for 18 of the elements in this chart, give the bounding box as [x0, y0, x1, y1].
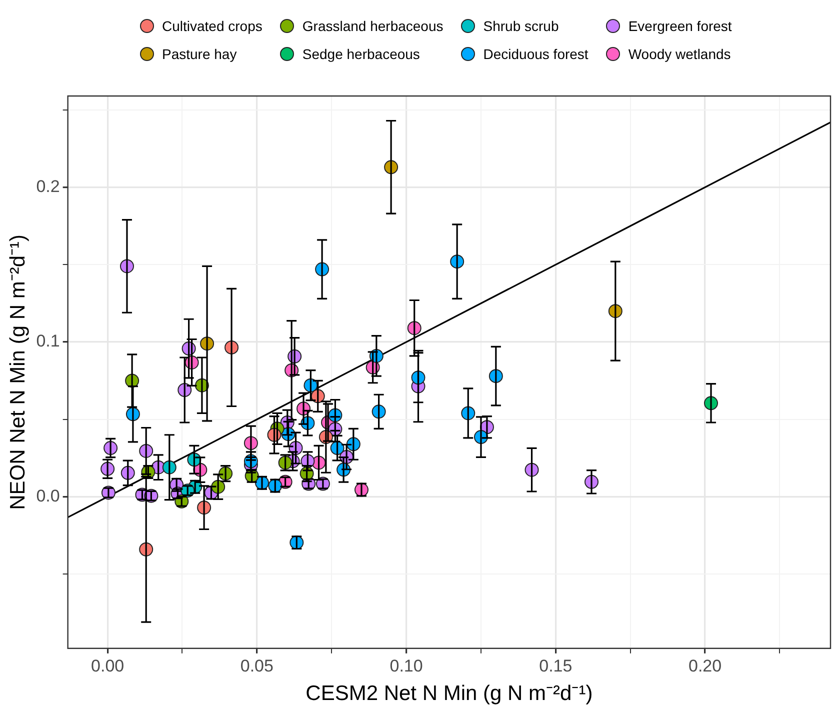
x-tick-label: 0.10: [390, 656, 423, 676]
x-axis-title: CESM2 Net N Min (g N m⁻²d⁻¹): [306, 682, 593, 706]
y-tick-label: 0.0: [36, 486, 60, 506]
x-tick-label: 0.15: [539, 656, 572, 676]
x-tick-label: 0.20: [688, 656, 722, 676]
legend-label: Pasture hay: [162, 46, 237, 62]
legend-label: Woody wetlands: [628, 46, 731, 62]
x-tick-label: 0.05: [240, 656, 274, 676]
legend-label: Sedge herbaceous: [302, 46, 420, 62]
legend-label: Shrub scrub: [483, 18, 559, 34]
y-tick-label: 0.2: [36, 176, 60, 196]
legend-label: Grassland herbaceous: [302, 18, 444, 34]
y-tick-label: 0.1: [36, 332, 60, 351]
y-axis-title: NEON Net N Min (g N m⁻²d⁻¹): [6, 234, 30, 510]
legend-label: Cultivated crops: [162, 18, 262, 34]
legend-label: Evergreen forest: [628, 18, 732, 34]
x-tick-label: 0.00: [91, 656, 124, 676]
legend-label: Deciduous forest: [483, 46, 588, 62]
